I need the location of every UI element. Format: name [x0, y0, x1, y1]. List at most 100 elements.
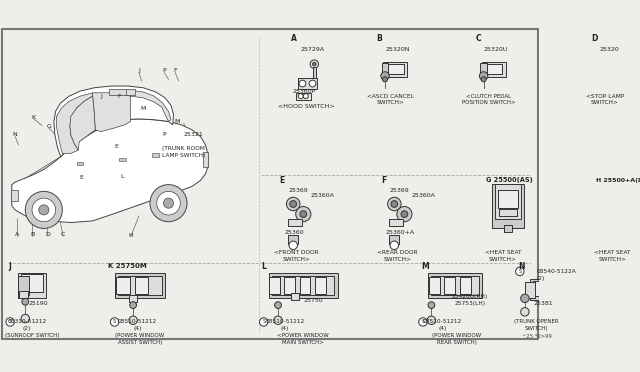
Text: (POWER WINDOW: (POWER WINDOW	[432, 333, 481, 338]
Text: POSITION SWITCH>: POSITION SWITCH>	[462, 100, 515, 105]
Bar	[389, 235, 399, 244]
Bar	[129, 295, 138, 302]
Circle shape	[596, 72, 604, 80]
Text: F: F	[381, 176, 386, 185]
Text: 25190: 25190	[28, 301, 48, 306]
Bar	[18, 273, 46, 298]
Text: REAR SWITCH): REAR SWITCH)	[436, 340, 477, 345]
Circle shape	[110, 318, 119, 326]
Circle shape	[390, 241, 399, 250]
Circle shape	[388, 197, 401, 211]
Text: E: E	[280, 176, 285, 185]
Text: F: F	[118, 94, 122, 99]
Text: (POWER WINDOW: (POWER WINDOW	[115, 333, 164, 338]
Text: B: B	[30, 232, 34, 237]
Bar	[21, 274, 43, 292]
Text: SWITCH>: SWITCH>	[283, 257, 310, 262]
Polygon shape	[56, 93, 93, 154]
Bar	[605, 192, 613, 211]
Bar	[387, 64, 404, 74]
Circle shape	[150, 185, 187, 222]
Circle shape	[157, 191, 180, 215]
Text: (2): (2)	[23, 326, 31, 331]
Text: (2): (2)	[537, 276, 545, 280]
Text: (TRUNK ROOM: (TRUNK ROOM	[162, 146, 205, 151]
Text: J: J	[138, 68, 140, 73]
Text: 25321: 25321	[184, 132, 204, 137]
Text: 08510-51212: 08510-51212	[422, 320, 462, 324]
Text: 25369: 25369	[288, 188, 308, 193]
Bar	[492, 184, 524, 228]
Bar	[617, 225, 625, 232]
Bar	[269, 277, 280, 294]
Text: 25320: 25320	[600, 47, 620, 52]
Text: (4): (4)	[280, 326, 289, 331]
Bar	[480, 63, 487, 75]
Text: <REAR DOOR: <REAR DOOR	[378, 250, 418, 255]
Bar	[298, 78, 317, 89]
Text: SWITCH>: SWITCH>	[376, 100, 404, 105]
Bar	[381, 63, 388, 75]
Text: K 25750M: K 25750M	[108, 263, 147, 269]
Text: P: P	[163, 68, 166, 73]
Circle shape	[22, 298, 29, 305]
Text: A: A	[291, 34, 296, 44]
Text: <POWER WINDOW: <POWER WINDOW	[277, 333, 329, 338]
Text: 25320N: 25320N	[385, 47, 410, 52]
Text: J: J	[8, 262, 12, 271]
Text: (4): (4)	[438, 326, 447, 331]
Text: F: F	[173, 68, 177, 73]
Polygon shape	[93, 93, 131, 132]
Bar	[296, 93, 311, 100]
Text: D: D	[591, 34, 598, 44]
Text: S: S	[262, 320, 265, 324]
Text: <HEAT SEAT: <HEAT SEAT	[595, 250, 631, 255]
Text: J: J	[100, 94, 102, 99]
Circle shape	[381, 72, 389, 80]
Text: 25750: 25750	[303, 298, 323, 302]
Circle shape	[597, 77, 602, 82]
Bar	[77, 162, 83, 165]
Text: MAIN SWITCH>: MAIN SWITCH>	[282, 340, 324, 345]
Bar	[444, 277, 456, 294]
Text: D: D	[45, 232, 51, 237]
Circle shape	[428, 302, 435, 308]
Circle shape	[25, 191, 62, 228]
Bar	[312, 67, 316, 78]
Bar	[18, 276, 29, 295]
Text: L: L	[120, 174, 124, 179]
Text: A: A	[15, 232, 19, 237]
Text: M: M	[174, 119, 180, 124]
Circle shape	[290, 201, 296, 207]
Text: 08310-51212: 08310-51212	[7, 320, 47, 324]
Text: G 25500(AS): G 25500(AS)	[486, 177, 533, 183]
Text: (4): (4)	[133, 326, 141, 331]
Bar	[485, 64, 502, 74]
Bar	[315, 277, 326, 294]
Circle shape	[391, 201, 397, 207]
Bar	[498, 190, 518, 208]
Text: L: L	[261, 262, 266, 271]
Bar	[116, 277, 130, 294]
Text: B: B	[376, 34, 382, 44]
Text: SWITCH>: SWITCH>	[598, 257, 627, 262]
Text: K: K	[31, 115, 36, 120]
Bar	[495, 184, 521, 219]
Circle shape	[298, 94, 303, 99]
Text: ASSIST SWITCH): ASSIST SWITCH)	[118, 340, 162, 345]
Circle shape	[300, 211, 307, 218]
Text: <STOP LAMP: <STOP LAMP	[586, 94, 624, 99]
Circle shape	[296, 206, 311, 222]
Circle shape	[516, 267, 524, 276]
Text: 08510-51212: 08510-51212	[265, 320, 305, 324]
Text: S: S	[8, 320, 12, 324]
Text: M: M	[141, 106, 146, 111]
Bar	[428, 273, 483, 298]
Circle shape	[274, 316, 282, 324]
Text: P: P	[163, 132, 166, 137]
Bar	[291, 293, 299, 300]
Bar	[482, 62, 506, 77]
Circle shape	[287, 197, 300, 211]
Text: <FRONT DOOR: <FRONT DOOR	[274, 250, 319, 255]
Bar	[300, 277, 310, 294]
